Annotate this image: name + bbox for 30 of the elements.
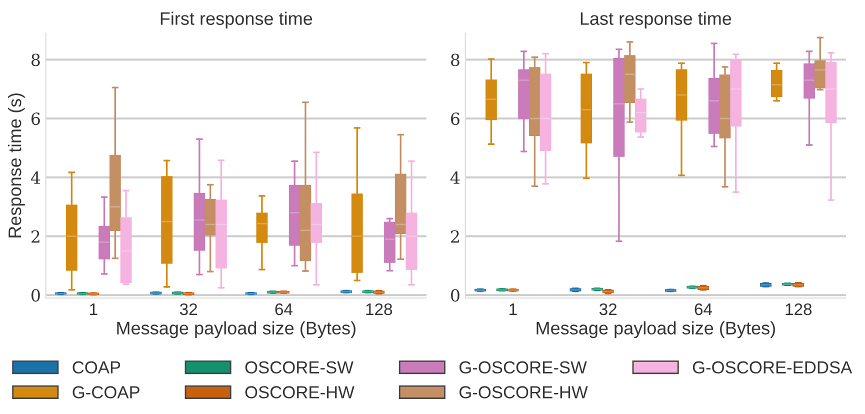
x-tick-label: 64: [275, 303, 292, 316]
y-tick-label: 4: [450, 171, 460, 184]
x-tick-label: 1: [90, 304, 98, 316]
y-tick-label: 2: [32, 230, 40, 243]
x-tick-label: 1: [510, 304, 517, 316]
legend-label: G-OSCORE-EDDSA: [692, 361, 852, 374]
legend-label: G-OSCORE-HW: [460, 386, 588, 398]
y-tick-label: 2: [451, 230, 459, 243]
x-tick-label: 32: [180, 303, 198, 316]
legend-label: OSCORE-SW: [245, 361, 354, 374]
y-tick-label: 4: [30, 171, 40, 184]
legend-label: OSCORE-HW: [245, 386, 354, 398]
chart-title: First response time: [160, 12, 312, 29]
x-axis-title: Message payload size (Bytes): [117, 321, 356, 338]
x-tick-label: 64: [694, 303, 712, 316]
chart-title: Last response time: [580, 12, 732, 29]
y-tick-label: 0: [31, 289, 40, 302]
x-tick-label: 32: [599, 303, 617, 316]
y-tick-label: 6: [451, 112, 460, 126]
y-tick-label: 8: [451, 54, 460, 66]
y-tick-label: 0: [451, 289, 460, 302]
legend-label: G-OSCORE-SW: [460, 361, 587, 374]
y-tick-label: 8: [31, 54, 40, 66]
x-tick-label: 128: [366, 303, 392, 316]
y-tick-label: 6: [31, 112, 40, 126]
legend-label: COAP: [72, 361, 120, 374]
x-axis-title: Message payload size (Bytes): [536, 321, 775, 338]
legend-label: G-COAP: [72, 386, 140, 398]
y-axis-title: Response time (s): [8, 93, 25, 238]
x-tick-label: 128: [786, 303, 812, 316]
